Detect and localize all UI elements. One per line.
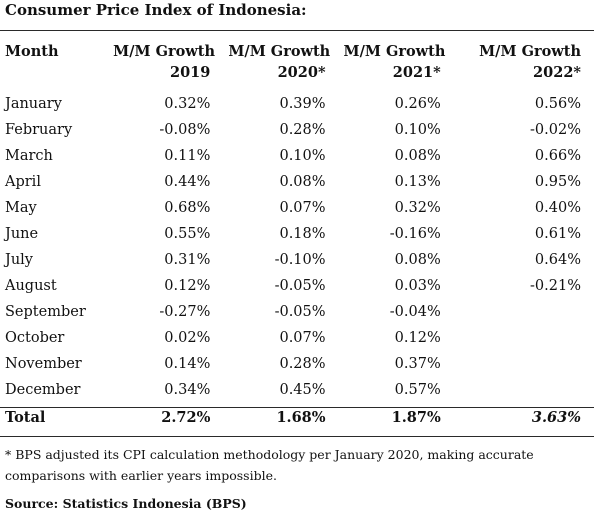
value-2019: 0.31% xyxy=(164,252,211,268)
value-2022: -0.21% xyxy=(530,278,581,294)
total-2022: 3.63% xyxy=(531,409,581,426)
total-label: Total xyxy=(5,409,46,426)
month-cell: November xyxy=(5,356,82,372)
value-2021: 0.03% xyxy=(394,278,441,294)
value-2021: 0.57% xyxy=(394,382,441,398)
value-2019: 0.55% xyxy=(164,226,211,242)
value-2022: 0.64% xyxy=(534,252,581,268)
header-2019: M/M Growth 2019 xyxy=(108,41,223,91)
footnote: * BPS adjusted its CPI calculation metho… xyxy=(5,447,534,483)
value-2022: 0.66% xyxy=(534,148,581,164)
header-month: Month xyxy=(5,43,59,60)
value-2021: -0.04% xyxy=(389,304,441,320)
header-2019-line2: 2019 xyxy=(170,64,211,81)
value-2021: 0.10% xyxy=(394,122,441,138)
value-2022 xyxy=(454,351,594,377)
cpi-table: Month M/M Growth 2019 M/M Growth 2020* M… xyxy=(0,41,594,431)
table-row: August 0.12% -0.05% 0.03% -0.21% xyxy=(0,273,594,299)
table-row: November 0.14% 0.28% 0.37% xyxy=(0,351,594,377)
value-2019: 0.02% xyxy=(164,330,211,346)
table-row: July 0.31% -0.10% 0.08% 0.64% xyxy=(0,247,594,273)
total-2020: 1.68% xyxy=(276,409,326,426)
table-row: March 0.11% 0.10% 0.08% 0.66% xyxy=(0,143,594,169)
value-2020: 0.07% xyxy=(279,330,326,346)
value-2022: 0.56% xyxy=(534,96,581,112)
value-2019: 0.34% xyxy=(164,382,211,398)
header-2021-line2: 2021* xyxy=(392,64,441,81)
month-cell: June xyxy=(5,226,39,242)
table-row: October 0.02% 0.07% 0.12% xyxy=(0,325,594,351)
value-2020: 0.28% xyxy=(279,122,326,138)
table-header-row: Month M/M Growth 2019 M/M Growth 2020* M… xyxy=(0,41,594,91)
table-row: May 0.68% 0.07% 0.32% 0.40% xyxy=(0,195,594,221)
month-cell: July xyxy=(5,252,33,268)
value-2019: 0.44% xyxy=(164,174,211,190)
value-2019: -0.27% xyxy=(159,304,211,320)
value-2020: 0.08% xyxy=(279,174,326,190)
value-2020: 0.39% xyxy=(279,96,326,112)
value-2021: 0.12% xyxy=(394,330,441,346)
value-2020: -0.05% xyxy=(274,278,326,294)
value-2019: 0.68% xyxy=(164,200,211,216)
table-row: December 0.34% 0.45% 0.57% xyxy=(0,377,594,403)
table-row: February -0.08% 0.28% 0.10% -0.02% xyxy=(0,117,594,143)
month-cell: May xyxy=(5,200,37,216)
header-2019-line1: M/M Growth xyxy=(113,43,216,60)
value-2021: 0.13% xyxy=(394,174,441,190)
header-2020-line2: 2020* xyxy=(277,64,326,81)
value-2021: 0.37% xyxy=(394,356,441,372)
value-2020: 0.18% xyxy=(279,226,326,242)
header-2020: M/M Growth 2020* xyxy=(223,41,338,91)
table-row: June 0.55% 0.18% -0.16% 0.61% xyxy=(0,221,594,247)
total-2021: 1.87% xyxy=(391,409,441,426)
header-2022-line2: 2022* xyxy=(533,64,581,81)
source-note: Source: Statistics Indonesia (BPS) xyxy=(5,496,247,511)
header-2021: M/M Growth 2021* xyxy=(339,41,454,91)
value-2020: -0.10% xyxy=(274,252,326,268)
value-2020: 0.45% xyxy=(279,382,326,398)
value-2019: 0.32% xyxy=(164,96,211,112)
value-2020: 0.07% xyxy=(279,200,326,216)
value-2019: 0.14% xyxy=(164,356,211,372)
value-2019: -0.08% xyxy=(159,122,211,138)
header-2022: M/M Growth 2022* xyxy=(454,41,594,91)
month-cell: August xyxy=(5,278,57,294)
value-2021: 0.32% xyxy=(394,200,441,216)
month-cell: April xyxy=(5,174,41,190)
value-2022: 0.40% xyxy=(534,200,581,216)
value-2020: -0.05% xyxy=(274,304,326,320)
value-2022 xyxy=(454,377,594,403)
table-row: January 0.32% 0.39% 0.26% 0.56% xyxy=(0,91,594,117)
month-cell: March xyxy=(5,148,53,164)
top-divider xyxy=(0,30,594,31)
value-2021: 0.08% xyxy=(394,252,441,268)
value-2021: 0.08% xyxy=(394,148,441,164)
header-2022-line1: M/M Growth xyxy=(479,43,581,60)
value-2022 xyxy=(454,325,594,351)
table-row: September -0.27% -0.05% -0.04% xyxy=(0,299,594,325)
month-cell: October xyxy=(5,330,65,346)
value-2022 xyxy=(454,299,594,325)
month-cell: September xyxy=(5,304,86,320)
month-cell: December xyxy=(5,382,81,398)
page-title: Consumer Price Index of Indonesia: xyxy=(5,1,307,19)
value-2022: 0.61% xyxy=(534,226,581,242)
header-2021-line1: M/M Growth xyxy=(343,43,446,60)
table-row: April 0.44% 0.08% 0.13% 0.95% xyxy=(0,169,594,195)
value-2019: 0.11% xyxy=(164,148,211,164)
month-cell: February xyxy=(5,122,73,138)
value-2021: 0.26% xyxy=(394,96,441,112)
value-2022: -0.02% xyxy=(530,122,581,138)
total-divider xyxy=(0,407,594,408)
month-cell: January xyxy=(5,96,62,112)
header-2020-line1: M/M Growth xyxy=(228,43,331,60)
value-2021: -0.16% xyxy=(389,226,441,242)
value-2020: 0.10% xyxy=(279,148,326,164)
value-2020: 0.28% xyxy=(279,356,326,372)
value-2019: 0.12% xyxy=(164,278,211,294)
value-2022: 0.95% xyxy=(534,174,581,190)
total-2019: 2.72% xyxy=(161,409,211,426)
total-row: Total 2.72% 1.68% 1.87% 3.63% xyxy=(0,405,594,431)
bottom-divider xyxy=(0,436,594,437)
